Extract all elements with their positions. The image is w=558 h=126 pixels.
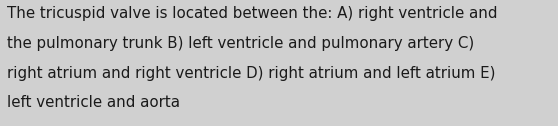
Text: the pulmonary trunk B) left ventricle and pulmonary artery C): the pulmonary trunk B) left ventricle an… (7, 36, 474, 51)
Text: The tricuspid valve is located between the: A) right ventricle and: The tricuspid valve is located between t… (7, 6, 498, 21)
Text: left ventricle and aorta: left ventricle and aorta (7, 95, 180, 110)
Text: right atrium and right ventricle D) right atrium and left atrium E): right atrium and right ventricle D) righ… (7, 66, 496, 81)
